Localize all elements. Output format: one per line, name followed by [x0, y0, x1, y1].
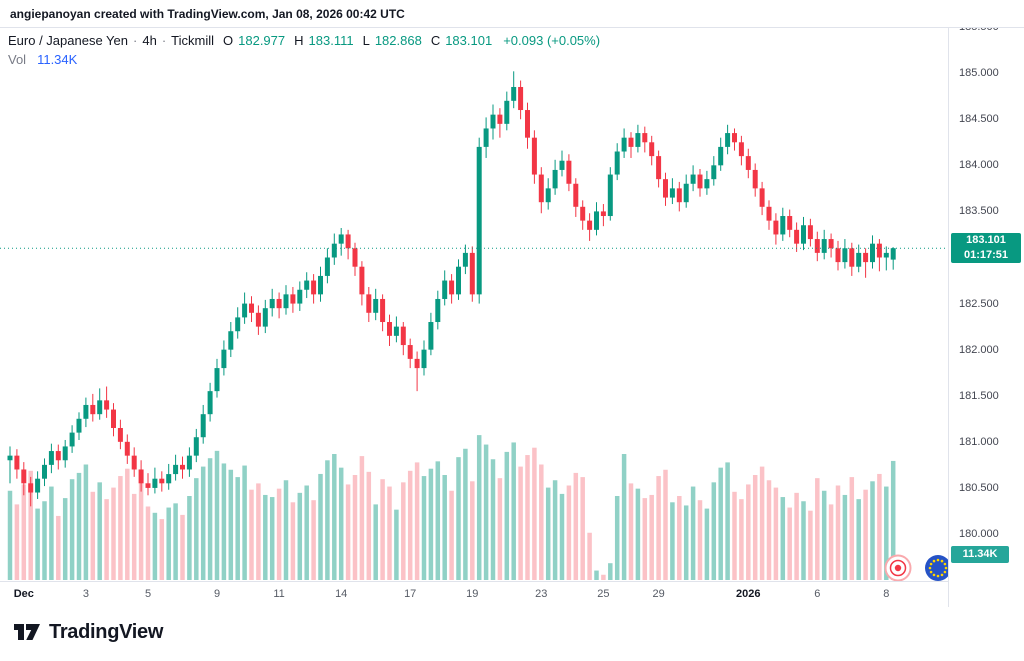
open-label: O [223, 33, 234, 48]
footer: TradingView [0, 607, 1024, 661]
price-tick-label: 181.000 [959, 435, 999, 448]
time-tick-label: 8 [883, 588, 890, 600]
price-tick-label: 185.500 [959, 28, 999, 34]
time-tick-label: 29 [652, 588, 665, 600]
high-value: 183.111 [308, 33, 354, 48]
time-tick-label: 9 [213, 588, 221, 600]
time-tick-label: 17 [404, 588, 417, 600]
low-label: L [362, 33, 370, 48]
live-target-button[interactable] [884, 554, 912, 581]
chart-legend: Euro / Japanese Yen · 4h · Tickmill O 18… [8, 33, 600, 67]
low-value: 182.868 [374, 33, 422, 48]
close-value: 183.101 [445, 33, 493, 48]
price-tick-label: 183.500 [959, 205, 999, 218]
price-tick-label: 185.000 [959, 67, 999, 80]
interval-label[interactable]: 4h [142, 33, 157, 48]
last-price-value: 183.101 [966, 234, 1006, 247]
candlestick-chart[interactable] [0, 28, 948, 581]
time-axis[interactable]: Dec 3 5 9 11 14 17 19 23 25 29 2026 6 8 [0, 581, 948, 607]
volume-label: Vol [8, 52, 27, 67]
close-label: C [430, 33, 441, 48]
time-tick-label: 11 [273, 588, 285, 600]
time-tick-label: 23 [535, 588, 548, 600]
last-price-badge: 183.101 01:17:51 [951, 233, 1021, 264]
time-tick-label: 2026 [736, 588, 761, 600]
time-tick-label: 25 [597, 588, 610, 600]
open-value: 182.977 [238, 33, 286, 48]
price-tick-label: 180.000 [959, 528, 999, 540]
attribution-bar: angiepanoyan created with TradingView.co… [0, 0, 1024, 28]
eu-flag-icon [925, 555, 948, 581]
time-tick-label: 19 [466, 588, 479, 600]
volume-bars [7, 435, 896, 580]
volume-axis-badge: 11.34K [951, 546, 1009, 563]
symbol-title[interactable]: Euro / Japanese Yen [8, 33, 128, 48]
eu-flag-button[interactable] [924, 554, 948, 581]
time-tick-label: Dec [13, 588, 34, 600]
attribution-text: angiepanoyan created with TradingView.co… [10, 6, 405, 21]
high-label: H [294, 33, 304, 48]
time-tick-label: 5 [144, 588, 152, 600]
tradingview-logo[interactable]: TradingView [12, 619, 163, 645]
legend-separator: · [133, 33, 138, 48]
tradingview-logo-icon [14, 624, 40, 640]
price-tick-label: 181.500 [959, 389, 999, 402]
bar-countdown: 01:17:51 [963, 249, 1009, 262]
price-axis[interactable]: 183.101 01:17:51 11.34K 185.500 185.000 18… [948, 28, 1024, 607]
feed-label[interactable]: Tickmill [171, 33, 214, 48]
tradingview-wordmark: TradingView [49, 620, 164, 643]
price-tick-label: 184.000 [959, 159, 999, 172]
chart-plot-area[interactable]: Euro / Japanese Yen · 4h · Tickmill O 18… [0, 28, 948, 581]
time-tick-label: 6 [814, 588, 821, 600]
target-record-icon [884, 554, 912, 581]
price-tick-label: 184.500 [959, 113, 999, 126]
time-tick-label: 3 [82, 588, 89, 600]
legend-separator: · [161, 33, 167, 48]
price-tick-label: 182.500 [959, 297, 999, 310]
price-tick-label: 180.500 [959, 481, 999, 494]
change-value: +0.093 (+0.05%) [503, 33, 601, 48]
time-tick-label: 14 [335, 588, 348, 600]
volume-value: 11.34K [37, 52, 78, 67]
price-tick-label: 182.000 [959, 343, 999, 356]
candles [7, 71, 896, 507]
